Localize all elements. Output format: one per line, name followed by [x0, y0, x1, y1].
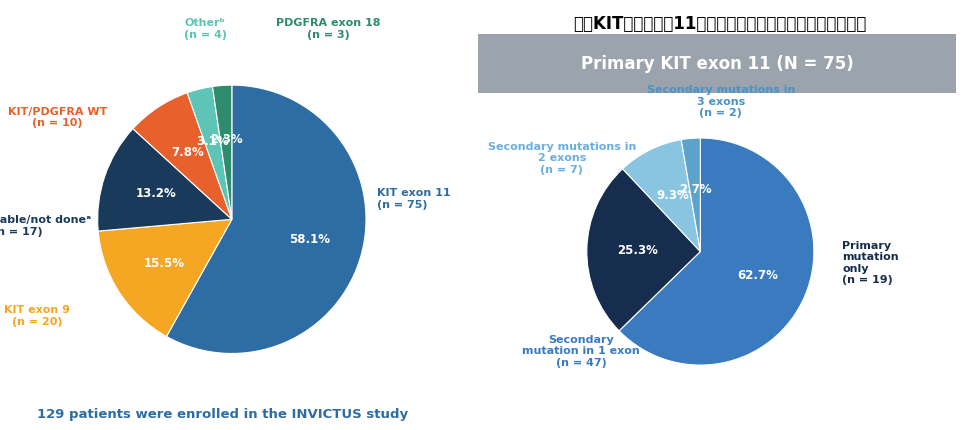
- Text: KIT exon 11
(n = 75): KIT exon 11 (n = 75): [377, 188, 450, 210]
- Wedge shape: [99, 219, 232, 336]
- Text: Primary
mutation
only
(n = 19): Primary mutation only (n = 19): [842, 240, 899, 285]
- Wedge shape: [623, 140, 700, 252]
- Wedge shape: [619, 138, 814, 365]
- Bar: [478, 34, 956, 93]
- Text: KIT exon 9
(n = 20): KIT exon 9 (n = 20): [4, 305, 71, 327]
- Text: 具有KIT基因外显子11原发基因突变患者的继发基因突变类型: 具有KIT基因外显子11原发基因突变患者的继发基因突变类型: [573, 15, 867, 33]
- Text: 129 patients were enrolled in the INVICTUS study: 129 patients were enrolled in the INVICT…: [37, 408, 408, 421]
- Text: 2.7%: 2.7%: [679, 183, 711, 196]
- Text: 13.2%: 13.2%: [135, 187, 176, 200]
- Text: 7.8%: 7.8%: [171, 146, 204, 159]
- Wedge shape: [98, 129, 232, 231]
- Text: 25.3%: 25.3%: [617, 244, 659, 257]
- Text: Not available/not doneᵃ
(n = 17): Not available/not doneᵃ (n = 17): [0, 215, 91, 237]
- Wedge shape: [133, 93, 232, 219]
- Text: Otherᵇ
(n = 4): Otherᵇ (n = 4): [184, 18, 226, 40]
- Wedge shape: [213, 85, 232, 219]
- Text: 15.5%: 15.5%: [144, 257, 185, 270]
- Text: 62.7%: 62.7%: [737, 269, 779, 283]
- Text: 3.1%: 3.1%: [196, 135, 229, 147]
- Text: Secondary mutations in
3 exons
(n = 2): Secondary mutations in 3 exons (n = 2): [646, 85, 795, 118]
- Text: KIT/PDGFRA WT
(n = 10): KIT/PDGFRA WT (n = 10): [8, 107, 107, 128]
- Text: Secondary mutations in
2 exons
(n = 7): Secondary mutations in 2 exons (n = 7): [488, 142, 636, 175]
- Text: 2.3%: 2.3%: [210, 132, 242, 145]
- Text: PDGFRA exon 18
(n = 3): PDGFRA exon 18 (n = 3): [276, 18, 381, 40]
- Wedge shape: [681, 138, 700, 252]
- Wedge shape: [586, 169, 700, 331]
- Wedge shape: [187, 86, 232, 219]
- Text: 58.1%: 58.1%: [289, 233, 330, 246]
- Text: 9.3%: 9.3%: [656, 189, 689, 202]
- Text: Secondary
mutation in 1 exon
(n = 47): Secondary mutation in 1 exon (n = 47): [523, 335, 640, 368]
- Text: Primary KIT exon 11 (N = 75): Primary KIT exon 11 (N = 75): [581, 55, 854, 73]
- Wedge shape: [166, 85, 366, 353]
